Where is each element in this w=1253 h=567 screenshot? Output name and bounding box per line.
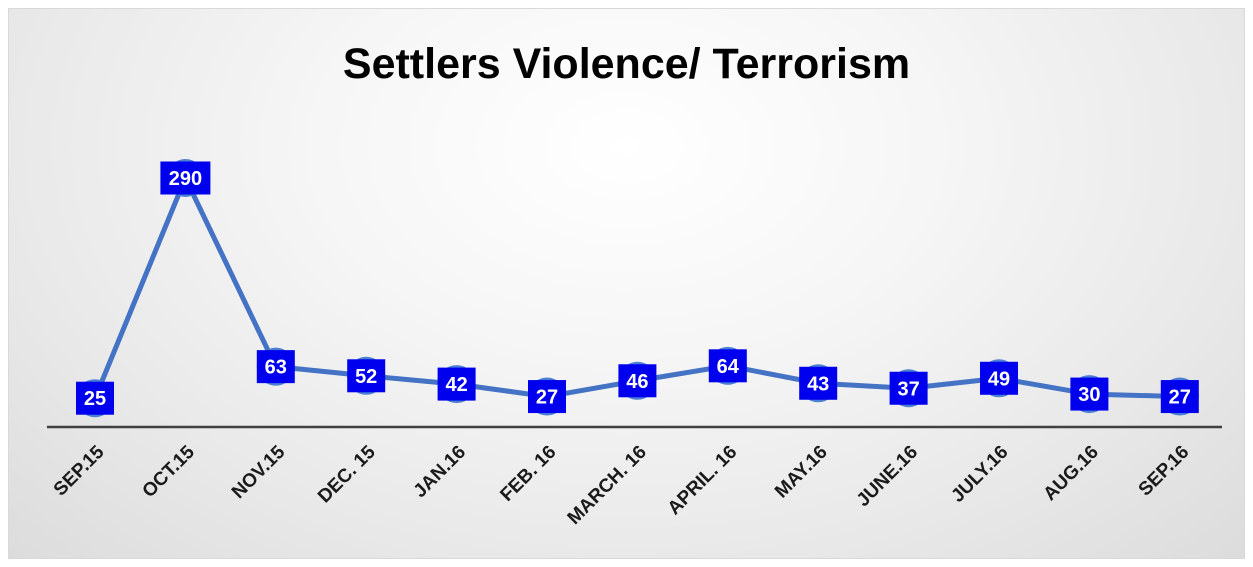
chart-title: Settlers Violence/ Terrorism	[342, 40, 911, 88]
data-label-box	[347, 359, 386, 393]
data-label: 27	[536, 387, 558, 409]
data-label: 46	[626, 371, 648, 393]
x-tick-label: MAY.16	[771, 442, 832, 503]
x-tick-label: NOV.15	[228, 441, 290, 503]
data-label: 63	[265, 357, 287, 379]
x-tick-label: AUG.16	[1040, 442, 1103, 505]
data-label-box	[889, 371, 928, 405]
data-label-box	[708, 349, 747, 383]
x-tick-label: APRIL. 16	[664, 442, 742, 520]
chart-area	[8, 8, 1245, 559]
data-label: 49	[988, 368, 1010, 390]
data-label-box	[1070, 377, 1109, 411]
data-label-box	[980, 361, 1018, 395]
data-label: 25	[84, 388, 106, 410]
x-tick-label: FEB. 16	[496, 442, 560, 506]
data-label-box	[799, 366, 838, 400]
data-label-box	[437, 367, 476, 401]
data-label: 290	[169, 168, 202, 190]
x-tick-label: JAN.16	[410, 442, 470, 502]
data-label: 37	[897, 378, 919, 400]
data-label-box	[618, 364, 657, 398]
x-tick-label: JUNE.16	[853, 442, 922, 511]
data-label-box	[256, 350, 295, 384]
x-tick-label: SEP.15	[50, 441, 109, 500]
data-label-box	[160, 161, 211, 195]
data-label: 27	[1169, 387, 1191, 409]
data-label: 30	[1078, 384, 1100, 406]
data-label: 52	[355, 366, 377, 388]
data-label-box	[528, 380, 566, 414]
data-label: 43	[807, 373, 829, 395]
x-tick-label: SEP.16	[1135, 442, 1194, 501]
x-tick-label: DEC. 15	[314, 441, 380, 507]
data-label-box	[76, 381, 114, 415]
x-tick-label: JULY.16	[947, 442, 1012, 507]
data-label: 42	[445, 374, 467, 396]
x-tick-label: MARCH. 16	[564, 442, 651, 529]
data-label: 64	[717, 356, 740, 378]
x-tick-label: OCT.15	[139, 441, 200, 502]
data-label-box	[1160, 380, 1199, 414]
